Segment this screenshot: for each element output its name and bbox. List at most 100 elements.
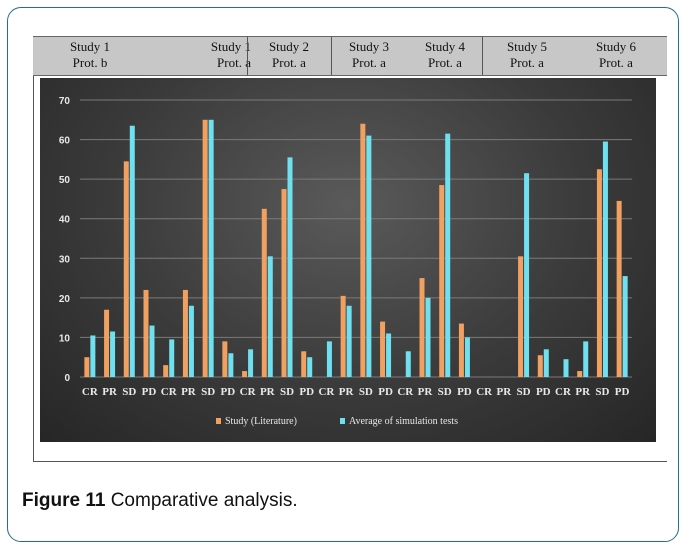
simulation-bar (346, 305, 352, 377)
simulation-bar (129, 125, 135, 377)
study-bar (439, 185, 445, 377)
simulation-bar (563, 359, 569, 377)
legend-label-study: Study (Literature) (225, 416, 297, 427)
x-tick-label: SD (201, 386, 215, 398)
study-header-line2: Prot. a (272, 55, 306, 70)
study-bar (84, 357, 90, 377)
caption-text: Comparative analysis. (105, 490, 298, 511)
simulation-bar (583, 341, 589, 377)
study-header-line1: Study 1 (69, 39, 111, 54)
x-tick-label: SD (438, 386, 452, 398)
study-header-row: Study 1 Prot. b Study 1 Prot. a Study 2 … (33, 36, 667, 76)
x-tick-label: CR (555, 386, 572, 398)
study-bar (596, 169, 602, 377)
legend-swatch-simulation (340, 418, 345, 424)
study-header-line2: Prot. a (428, 55, 462, 70)
study-divider (247, 37, 248, 75)
study-bar (616, 200, 622, 377)
study-bar (143, 289, 149, 377)
simulation-bar (543, 349, 549, 377)
study-header-cell: Study 3 Prot. a (333, 37, 405, 75)
study-bar (301, 351, 307, 377)
study-header-cell: Study 4 Prot. a (409, 37, 481, 75)
simulation-bar (228, 353, 234, 377)
simulation-bar (90, 335, 96, 377)
x-tick-label: PR (339, 386, 355, 398)
simulation-bar (622, 276, 628, 377)
x-tick-label: SD (359, 386, 373, 398)
y-tick-label: 50 (59, 175, 71, 186)
y-tick-label: 0 (64, 373, 70, 384)
x-tick-label: SD (595, 386, 609, 398)
x-tick-label: CR (476, 386, 493, 398)
simulation-bar (445, 133, 451, 377)
simulation-bar (307, 357, 313, 377)
study-header-line1: Study 5 (506, 39, 548, 54)
simulation-bar (464, 337, 470, 377)
x-tick-label: PR (260, 386, 276, 398)
study-header-line1: Study 4 (424, 39, 466, 54)
simulation-bar (326, 341, 332, 377)
study-bar (202, 119, 208, 378)
y-tick-label: 70 (59, 96, 71, 107)
simulation-bar (267, 256, 273, 377)
x-tick-label: PD (142, 386, 157, 398)
study-bar (104, 309, 110, 377)
simulation-bar (110, 331, 116, 377)
figure-caption: Figure 11 Comparative analysis. (22, 490, 298, 512)
y-tick-label: 30 (59, 254, 71, 265)
study-bar (577, 371, 583, 377)
study-header-line2: Prot. a (599, 55, 633, 70)
simulation-bar (169, 339, 175, 377)
study-header-cell: Study 1 Prot. a (181, 37, 251, 75)
x-tick-label: PD (299, 386, 314, 398)
study-bar (419, 278, 425, 377)
simulation-bar (366, 135, 372, 377)
study-bar (163, 365, 169, 377)
x-tick-label: PR (102, 386, 118, 398)
legend-label-simulation: Average of simulation tests (349, 416, 458, 427)
study-header-line1: Study 3 (348, 39, 390, 54)
simulation-bar (188, 305, 194, 377)
x-tick-label: PR (575, 386, 591, 398)
study-bar (360, 123, 366, 377)
y-tick-label: 60 (59, 136, 71, 147)
simulation-bar (287, 157, 293, 377)
x-tick-label: PR (418, 386, 434, 398)
study-bar (123, 161, 129, 377)
study-header-line2: Prot. a (352, 55, 386, 70)
x-tick-label: PD (536, 386, 551, 398)
x-tick-label: SD (280, 386, 294, 398)
y-tick-label: 40 (59, 215, 71, 226)
simulation-bar (149, 325, 155, 377)
x-tick-label: CR (161, 386, 178, 398)
y-tick-label: 10 (59, 333, 71, 344)
study-bar (518, 256, 524, 377)
simulation-bar (248, 349, 254, 377)
simulation-bar (425, 297, 431, 377)
simulation-bar (386, 333, 392, 377)
x-tick-label: PD (615, 386, 630, 398)
study-header-line2: Prot. a (217, 55, 251, 70)
x-tick-label: PD (221, 386, 236, 398)
x-tick-label: CR (318, 386, 335, 398)
study-header-cell: Study 2 Prot. a (249, 37, 329, 75)
x-tick-label: SD (122, 386, 136, 398)
study-header-line2: Prot. b (72, 55, 108, 70)
x-tick-label: CR (82, 386, 99, 398)
study-bar (281, 189, 287, 377)
study-header-cell: Study 5 Prot. a (491, 37, 563, 75)
x-tick-label: PD (457, 386, 472, 398)
x-tick-label: CR (240, 386, 257, 398)
study-divider (331, 37, 332, 75)
simulation-bar (524, 173, 530, 377)
study-bar (242, 371, 248, 377)
study-header-line2: Prot. a (510, 55, 544, 70)
x-tick-label: CR (397, 386, 414, 398)
x-tick-label: SD (517, 386, 531, 398)
caption-label: Figure 11 (22, 490, 106, 511)
chart-area: 0 10 20 30 40 50 60 70 CR PR SD PD CR PR SD PD CR PR SD PD C… (40, 78, 656, 442)
study-header-line1: Study 2 (268, 39, 310, 54)
figure-image-border (33, 36, 667, 462)
